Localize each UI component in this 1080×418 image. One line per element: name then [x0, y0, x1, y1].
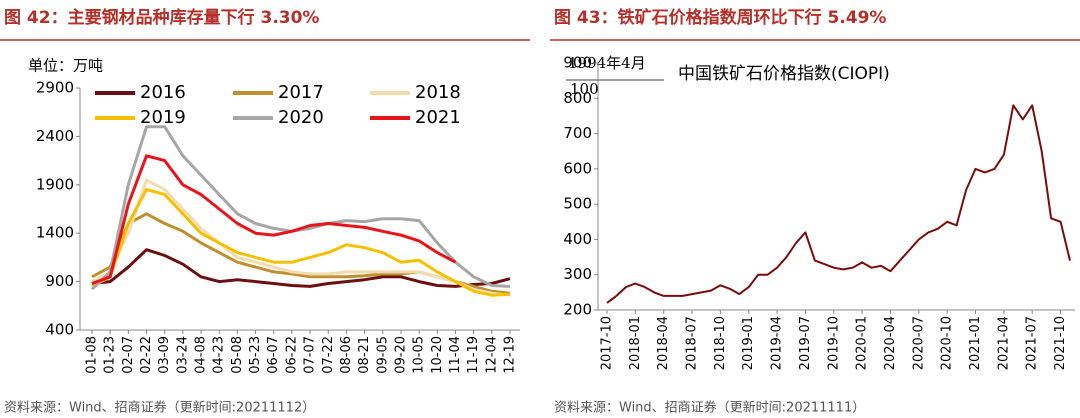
series-line — [91, 188, 511, 297]
x-tick-label: 07-07 — [303, 336, 318, 374]
y-tick-label: 1400 — [36, 224, 74, 242]
x-tick-label: 01-08 — [85, 336, 100, 374]
y-tick-label: 900 — [45, 272, 74, 290]
x-tick-label: 2020-01 — [855, 316, 870, 370]
x-tick-label: 12-19 — [503, 336, 518, 374]
x-tick-label: 07-22 — [321, 336, 336, 374]
x-tick-label: 2018-10 — [713, 316, 728, 370]
x-tick-label: 2018-01 — [628, 316, 643, 370]
x-tick-label: 12-04 — [484, 336, 499, 374]
x-tick-label: 01-23 — [103, 336, 118, 374]
x-tick-label: 10-05 — [412, 336, 427, 374]
x-tick-label: 06-07 — [266, 336, 281, 374]
y-tick-label: 400 — [563, 230, 592, 248]
x-tick-label: 2021-10 — [1053, 316, 1068, 370]
x-tick-label: 05-08 — [230, 336, 245, 374]
x-tick-label: 2018-04 — [656, 316, 671, 370]
x-tick-label: 11-04 — [448, 336, 463, 374]
y-tick-label: 600 — [563, 159, 592, 177]
x-tick-label: 2020-04 — [883, 316, 898, 370]
y-tick-label: 800 — [563, 89, 592, 107]
x-tick-label: 2021-07 — [1025, 316, 1040, 370]
legend-label: 2018 — [415, 82, 461, 103]
x-tick-label: 09-05 — [375, 336, 390, 374]
x-tick-label: 04-23 — [212, 336, 227, 374]
y-tick-label: 500 — [563, 195, 592, 213]
series-line — [91, 178, 511, 297]
x-tick-label: 2020-10 — [940, 316, 955, 370]
legend-label: 2019 — [140, 107, 186, 128]
x-tick-label: 2021-04 — [996, 316, 1011, 370]
x-tick-label: 2019-01 — [741, 316, 756, 370]
x-tick-label: 02-22 — [139, 336, 154, 374]
x-tick-label: 11-19 — [466, 336, 481, 374]
x-tick-label: 2019-10 — [826, 316, 841, 370]
y-tick-label: 900 — [563, 54, 592, 72]
legend-label: 2020 — [278, 107, 324, 128]
figure-title: 图 42：主要钢材品种库存量下行 3.30% — [4, 7, 319, 28]
y-tick-label: 200 — [563, 301, 592, 319]
figure-title: 图 43：铁矿石价格指数周环比下行 5.49% — [554, 7, 886, 28]
x-tick-label: 03-24 — [175, 336, 190, 374]
x-tick-label: 06-22 — [284, 336, 299, 374]
series-line — [606, 104, 1071, 304]
source: 资料来源：Wind、招商证券（更新时间:20211112） — [4, 400, 315, 416]
x-tick-label: 02-07 — [121, 336, 136, 374]
series-line — [90, 125, 511, 291]
x-tick-label: 09-20 — [393, 336, 408, 374]
x-tick-label: 2018-07 — [685, 316, 700, 370]
x-tick-label: 2019-07 — [798, 316, 813, 370]
annotation: 100 — [570, 80, 599, 98]
legend-label: 中国铁矿石价格指数(CIOPI) — [678, 64, 890, 84]
x-tick-label: 10-20 — [430, 336, 445, 374]
y-tick-label: 700 — [563, 124, 592, 142]
source: 资料来源：Wind、招商证券（更新时间:20211111） — [554, 400, 865, 416]
y-tick-label: 1900 — [36, 175, 74, 193]
x-tick-label: 2020-07 — [911, 316, 926, 370]
y-tick-label: 400 — [45, 321, 74, 339]
legend-label: 2016 — [140, 82, 186, 103]
x-tick-label: 08-06 — [339, 336, 354, 374]
y-tick-label: 2400 — [36, 127, 74, 145]
x-tick-label: 05-23 — [248, 336, 263, 374]
annotation: 1994年4月 — [568, 54, 646, 72]
series-line — [91, 154, 457, 285]
legend-label: 2021 — [415, 107, 461, 128]
x-tick-label: 03-09 — [157, 336, 172, 374]
series-line — [91, 248, 511, 288]
x-tick-label: 2019-04 — [770, 316, 785, 370]
x-tick-label: 2017-10 — [600, 316, 615, 370]
unit-label: 单位：万吨 — [28, 57, 103, 75]
y-tick-label: 2900 — [36, 79, 74, 97]
legend-label: 2017 — [278, 82, 324, 103]
x-tick-label: 08-21 — [357, 336, 372, 374]
y-tick-label: 300 — [563, 265, 592, 283]
x-tick-label: 2021-01 — [968, 316, 983, 370]
x-tick-label: 04-08 — [194, 336, 209, 374]
